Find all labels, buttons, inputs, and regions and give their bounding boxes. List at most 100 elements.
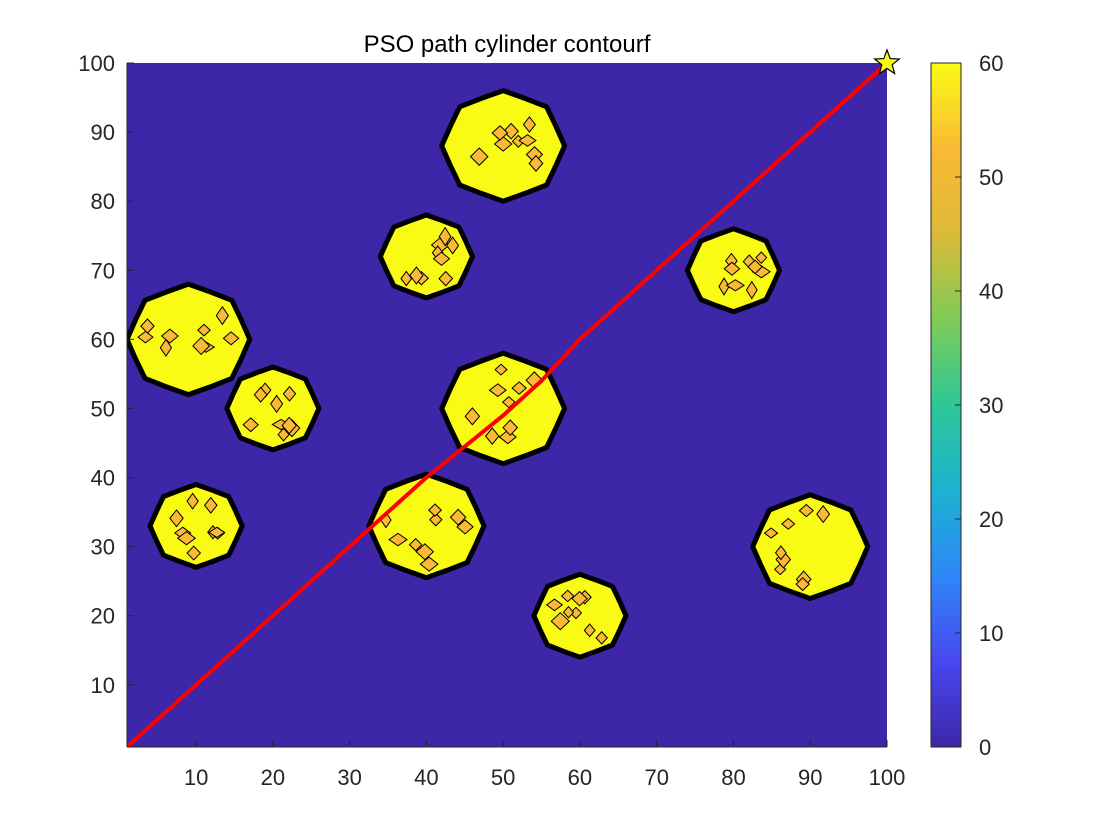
obstacle-speckle xyxy=(464,407,481,426)
obstacle-speckle xyxy=(528,154,544,172)
axes-layer: 10 20 30 40 50 60 70 80 90 100 10 20 30 40 50 60 70 80 90 1… xyxy=(78,51,905,790)
obstacle-speckle xyxy=(208,526,226,539)
obstacle-speckle xyxy=(747,259,763,275)
obstacle-speckle xyxy=(415,543,435,561)
obstacle-speckle xyxy=(491,125,509,141)
obstacle-speckle xyxy=(774,545,787,561)
x-tick-label: 50 xyxy=(491,765,515,790)
obstacle-speckle xyxy=(560,589,575,603)
obstacle-speckle xyxy=(281,416,297,435)
obstacle-speckle xyxy=(595,631,608,645)
obstacle-contour xyxy=(531,571,629,660)
y-tick-label: 60 xyxy=(91,327,115,352)
colorbar-tick-label: 0 xyxy=(979,735,991,760)
path-line-1 xyxy=(127,63,887,747)
obstacle-speckle xyxy=(494,363,508,376)
y-tick-label: 50 xyxy=(91,396,115,421)
colorbar-tick-label: 30 xyxy=(979,393,1003,418)
obstacle-speckle xyxy=(428,503,443,517)
obstacle-speckle xyxy=(159,338,173,358)
colorbar-tick-label: 40 xyxy=(979,279,1003,304)
obstacle-contour xyxy=(147,482,245,570)
obstacle-speckle xyxy=(270,394,284,414)
y-tick-label: 90 xyxy=(91,120,115,145)
obstacle-speckle xyxy=(562,605,575,619)
obstacle-speckle xyxy=(409,266,424,285)
obstacle-speckle xyxy=(432,251,451,267)
obstacle-speckle xyxy=(160,328,179,344)
obstacle-speckle xyxy=(763,527,779,539)
obstacle-speckle xyxy=(186,545,202,561)
obstacle-speckle xyxy=(176,530,197,546)
obstacle-speckle xyxy=(488,383,507,398)
marker-layer xyxy=(872,48,902,75)
obstacle-3 xyxy=(684,226,782,315)
obstacle-speckle xyxy=(429,512,443,527)
chart-title: PSO path cylinder contourf xyxy=(364,31,651,58)
y-tick-label: 40 xyxy=(91,466,115,491)
obstacle-speckle xyxy=(798,503,815,518)
obstacle-speckle xyxy=(388,532,408,547)
obstacle-speckle xyxy=(408,537,423,552)
obstacle-contour xyxy=(377,212,475,301)
y-tick-label: 70 xyxy=(91,258,115,283)
obstacle-speckle xyxy=(484,427,500,445)
obstacle-7 xyxy=(147,482,245,570)
x-tick-label: 30 xyxy=(337,765,361,790)
obstacle-speckle xyxy=(502,419,519,437)
x-tick-label: 10 xyxy=(184,765,208,790)
obstacle-speckle xyxy=(215,305,229,326)
obstacle-speckle xyxy=(550,612,571,631)
obstacle-speckle xyxy=(456,519,474,535)
y-tick-label: 30 xyxy=(91,535,115,560)
obstacle-speckle xyxy=(438,226,452,247)
obstacle-speckle xyxy=(522,116,537,133)
obstacle-speckle xyxy=(755,251,768,265)
obstacle-9 xyxy=(750,492,871,601)
obstacle-speckle xyxy=(277,427,290,442)
obstacle-speckle xyxy=(511,381,527,395)
colorbar: 0 10 20 30 40 50 60 xyxy=(930,51,1003,760)
obstacle-5 xyxy=(224,364,322,453)
obstacle-speckle xyxy=(795,577,810,592)
obstacle-contour xyxy=(366,471,487,581)
obstacle-speckle xyxy=(282,385,297,402)
obstacle-4 xyxy=(127,281,253,398)
obstacle-speckle xyxy=(781,517,796,530)
obstacle-speckle xyxy=(745,280,758,300)
y-tick-label: 20 xyxy=(91,604,115,629)
colorbar-tick-label: 10 xyxy=(979,621,1003,646)
obstacle-speckle xyxy=(137,330,154,344)
obstacle-10 xyxy=(531,571,629,660)
obstacle-speckle xyxy=(253,386,268,403)
obstacle-speckle xyxy=(723,261,741,276)
obstacle-speckle xyxy=(446,236,460,255)
obstacle-2 xyxy=(377,212,475,301)
obstacle-speckle xyxy=(222,331,240,346)
colorbar-tick-label: 60 xyxy=(979,51,1003,76)
obstacle-speckle xyxy=(192,336,211,356)
x-tick-label: 40 xyxy=(414,765,438,790)
obstacle-speckle xyxy=(419,556,439,572)
x-tick-label: 100 xyxy=(869,765,906,790)
x-tick-label: 60 xyxy=(568,765,592,790)
obstacle-speckle xyxy=(197,323,211,337)
x-tick-label: 70 xyxy=(644,765,668,790)
goal-star-marker xyxy=(872,48,902,75)
path-layer xyxy=(127,63,887,747)
obstacle-speckle xyxy=(518,134,537,147)
colorbar-tick-label: 50 xyxy=(979,165,1003,190)
obstacle-speckle xyxy=(816,504,831,524)
y-tick-label: 80 xyxy=(91,189,115,214)
obstacle-6 xyxy=(439,350,568,467)
colorbar-tick-label: 20 xyxy=(979,507,1003,532)
obstacle-speckle xyxy=(186,492,199,510)
obstacle-speckle xyxy=(242,417,259,433)
obstacle-speckle xyxy=(498,429,517,445)
obstacle-contour xyxy=(224,364,322,453)
obstacle-speckle xyxy=(571,590,588,607)
obstacle-1 xyxy=(439,88,568,204)
x-tick-label: 80 xyxy=(721,765,745,790)
y-tick-label: 10 xyxy=(91,673,115,698)
